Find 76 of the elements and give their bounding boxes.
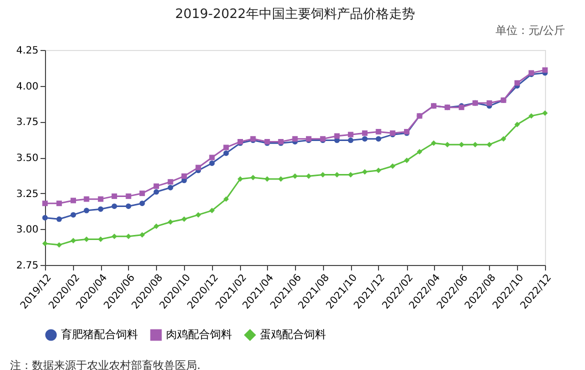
point [514, 80, 520, 86]
point [56, 242, 62, 248]
point [376, 168, 382, 174]
point [168, 179, 174, 185]
point [209, 160, 215, 166]
legend-label: 育肥猪配合饲料 [61, 328, 138, 341]
point [348, 138, 354, 144]
point [486, 100, 492, 106]
point [250, 174, 256, 180]
point [528, 113, 534, 119]
point [444, 142, 450, 148]
point [223, 144, 229, 150]
point [376, 128, 382, 134]
point [70, 238, 76, 244]
point [223, 150, 229, 156]
point [458, 142, 464, 148]
point [42, 240, 48, 246]
point [139, 200, 145, 206]
legend-label: 蛋鸡配合饲料 [260, 328, 326, 341]
point [168, 219, 174, 225]
point [542, 110, 548, 116]
point [500, 136, 506, 142]
point [154, 189, 160, 195]
point [362, 169, 368, 175]
point [112, 204, 118, 209]
y-tick-label: 3.75 [16, 117, 38, 128]
point [209, 208, 215, 214]
point [292, 173, 298, 179]
y-tick-label: 4.25 [16, 46, 38, 56]
point [126, 234, 132, 240]
legend-label: 肉鸡配合饲料 [166, 328, 232, 341]
point [98, 196, 104, 202]
point [56, 200, 62, 206]
point [168, 184, 174, 190]
point [84, 196, 90, 202]
point [514, 122, 520, 128]
text: 单位：元/公斤 [495, 24, 565, 37]
point [278, 176, 284, 182]
point [362, 130, 368, 136]
point [196, 212, 202, 218]
y-tick-label: 3.00 [16, 224, 38, 236]
y-tick-label: 3.25 [16, 188, 38, 200]
point [154, 183, 160, 189]
point [404, 158, 410, 164]
point [84, 208, 90, 214]
point [196, 164, 202, 170]
point [390, 163, 396, 169]
point [223, 196, 229, 202]
point [348, 132, 354, 138]
point [292, 136, 298, 142]
point [139, 190, 145, 196]
point [126, 193, 132, 199]
y-tick-label: 3.50 [16, 153, 38, 164]
point [112, 193, 118, 199]
point [98, 206, 104, 212]
point [126, 204, 132, 209]
point [486, 142, 492, 148]
point [181, 173, 187, 179]
point [376, 136, 382, 142]
point [416, 149, 422, 155]
point [430, 140, 436, 146]
point [42, 214, 48, 220]
point [542, 67, 548, 73]
y-tick-label: 4.00 [16, 81, 38, 92]
point [56, 216, 62, 222]
point [42, 200, 48, 206]
point [334, 133, 340, 139]
point [70, 212, 76, 218]
point [181, 216, 187, 222]
point [154, 224, 160, 230]
point [139, 232, 145, 238]
y-tick-label: 2.75 [16, 260, 38, 272]
point [362, 136, 368, 142]
point [70, 198, 76, 204]
point [209, 154, 215, 160]
chart-title: 2019-2022年中国主要饲料产品价格走势 [175, 6, 415, 22]
